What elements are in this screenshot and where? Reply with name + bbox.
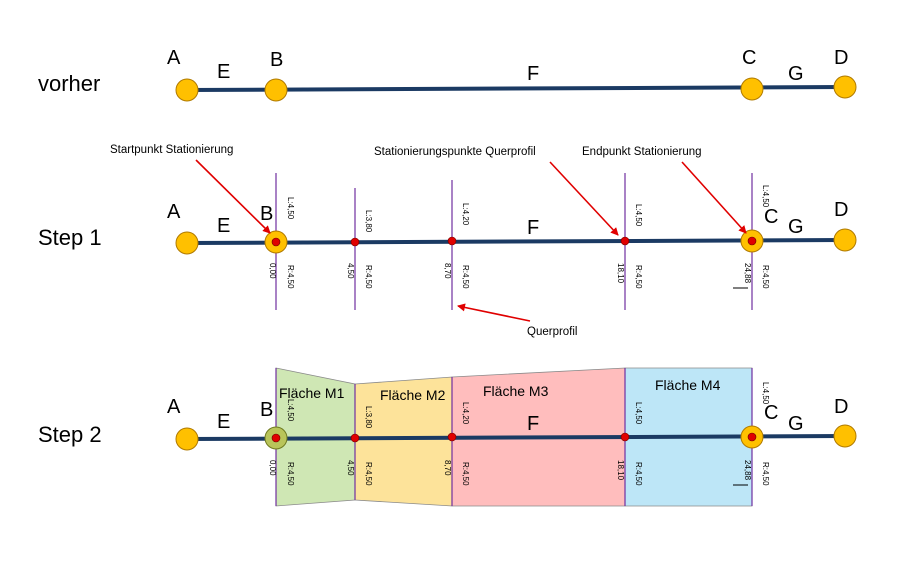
step1-point-2 <box>350 237 360 247</box>
step1-letter-f: F <box>527 217 539 239</box>
step2-right-1: R:4,50 <box>286 462 295 486</box>
row-label-before: vorher <box>38 71 100 96</box>
before-letter-c: C <box>742 47 756 69</box>
step2-letter-g: G <box>788 413 804 435</box>
before-letter-g: G <box>788 63 804 85</box>
step1-letter-a: A <box>167 201 181 223</box>
before-letter-e: E <box>217 61 230 83</box>
step2-station-3: 8,70 <box>443 460 452 476</box>
row-before: vorher A B C D E F G <box>38 47 857 102</box>
row-label-step2: Step 2 <box>38 422 102 447</box>
area-label-m1: Fläche M1 <box>279 385 345 401</box>
step2-left-2: L:3,80 <box>364 406 373 429</box>
step1-station-3: 8,70 <box>443 263 452 279</box>
step2-letter-a: A <box>167 396 181 418</box>
step1-station-1: 0,00 <box>268 263 277 279</box>
step1-right-4: R:4,50 <box>634 265 643 289</box>
callout-points-arrow <box>549 161 619 236</box>
area-label-m4: Fläche M4 <box>655 377 721 393</box>
before-node-a <box>175 78 199 102</box>
area-label-m2: Fläche M2 <box>380 387 446 403</box>
step1-right-2: R:4,50 <box>364 265 373 289</box>
step1-right-1: R:4,50 <box>286 265 295 289</box>
step2-left-1: L:4,50 <box>286 399 295 422</box>
step2-station-2: 4,50 <box>346 460 355 476</box>
step1-left-1: L:4,50 <box>286 197 295 220</box>
callout-end-arrow <box>681 161 747 234</box>
step1-left-3: L:4,20 <box>461 203 470 226</box>
step2-point-5 <box>747 432 757 442</box>
callout-start: Startpunkt Stationierung <box>110 144 233 156</box>
step1-letter-g: G <box>788 216 804 238</box>
before-letter-d: D <box>834 47 848 69</box>
step1-point-3 <box>447 236 457 246</box>
callout-end: Endpunkt Stationierung <box>582 146 702 158</box>
step1-letter-b: B <box>260 203 273 225</box>
step2-node-a <box>175 427 199 451</box>
step2-left-3: L:4,20 <box>461 402 470 425</box>
before-letter-a: A <box>167 47 181 69</box>
step2-point-1 <box>271 433 281 443</box>
row-step1: Step 1 A B C D E F G L:4,50 R:4,50 0,00 … <box>38 144 857 338</box>
row-label-step1: Step 1 <box>38 225 102 250</box>
callout-points: Stationierungspunkte Querprofil <box>374 146 536 158</box>
before-node-c <box>740 77 764 101</box>
step2-letter-d: D <box>834 396 848 418</box>
step2-point-3 <box>447 432 457 442</box>
step2-right-5: R:4,50 <box>761 462 770 486</box>
before-line <box>186 85 846 92</box>
before-letter-f: F <box>527 63 539 85</box>
step2-right-4: R:4,50 <box>634 462 643 486</box>
step2-station-4: 18,10 <box>616 460 625 481</box>
before-node-b <box>264 78 288 102</box>
step2-left-5: L:4,50 <box>761 382 770 405</box>
step1-node-d <box>833 228 857 252</box>
step1-letter-d: D <box>834 199 848 221</box>
step1-left-4: L:4,50 <box>634 204 643 227</box>
step1-right-5: R:4,50 <box>761 265 770 289</box>
step1-letter-e: E <box>217 215 230 237</box>
step2-letter-f: F <box>527 413 539 435</box>
step1-station-5: 24,88 <box>743 263 752 284</box>
step2-right-2: R:4,50 <box>364 462 373 486</box>
step2-station-1: 0,00 <box>268 460 277 476</box>
step1-right-3: R:4,50 <box>461 265 470 289</box>
step2-letter-c: C <box>764 402 778 424</box>
step2-left-4: L:4,50 <box>634 402 643 425</box>
step2-letter-b: B <box>260 399 273 421</box>
step1-node-a <box>175 231 199 255</box>
step1-left-2: L:3,80 <box>364 210 373 233</box>
step2-line <box>186 434 846 441</box>
callout-cross-section: Querprofil <box>527 326 578 338</box>
step2-letter-e: E <box>217 411 230 433</box>
step1-station-4: 18,10 <box>616 263 625 284</box>
step1-point-5 <box>747 236 757 246</box>
callout-start-arrow <box>195 159 271 234</box>
callout-cross-section-arrow <box>457 303 531 322</box>
step1-left-5: L:4,50 <box>761 185 770 208</box>
step1-station-2: 4,50 <box>346 263 355 279</box>
area-label-m3: Fläche M3 <box>483 383 549 399</box>
row-step2: Step 2 A B C D E F G Fläche M1 Fläche M2… <box>38 367 857 507</box>
step2-right-3: R:4,50 <box>461 462 470 486</box>
step2-point-4 <box>620 432 630 442</box>
before-node-d <box>833 75 857 99</box>
step1-letter-c: C <box>764 206 778 228</box>
step1-point-4 <box>620 236 630 246</box>
step2-station-5: 24,88 <box>743 460 752 481</box>
before-letter-b: B <box>270 49 283 71</box>
step1-line <box>186 238 846 245</box>
step2-node-d <box>833 424 857 448</box>
step2-point-2 <box>350 433 360 443</box>
step1-point-1 <box>271 237 281 247</box>
